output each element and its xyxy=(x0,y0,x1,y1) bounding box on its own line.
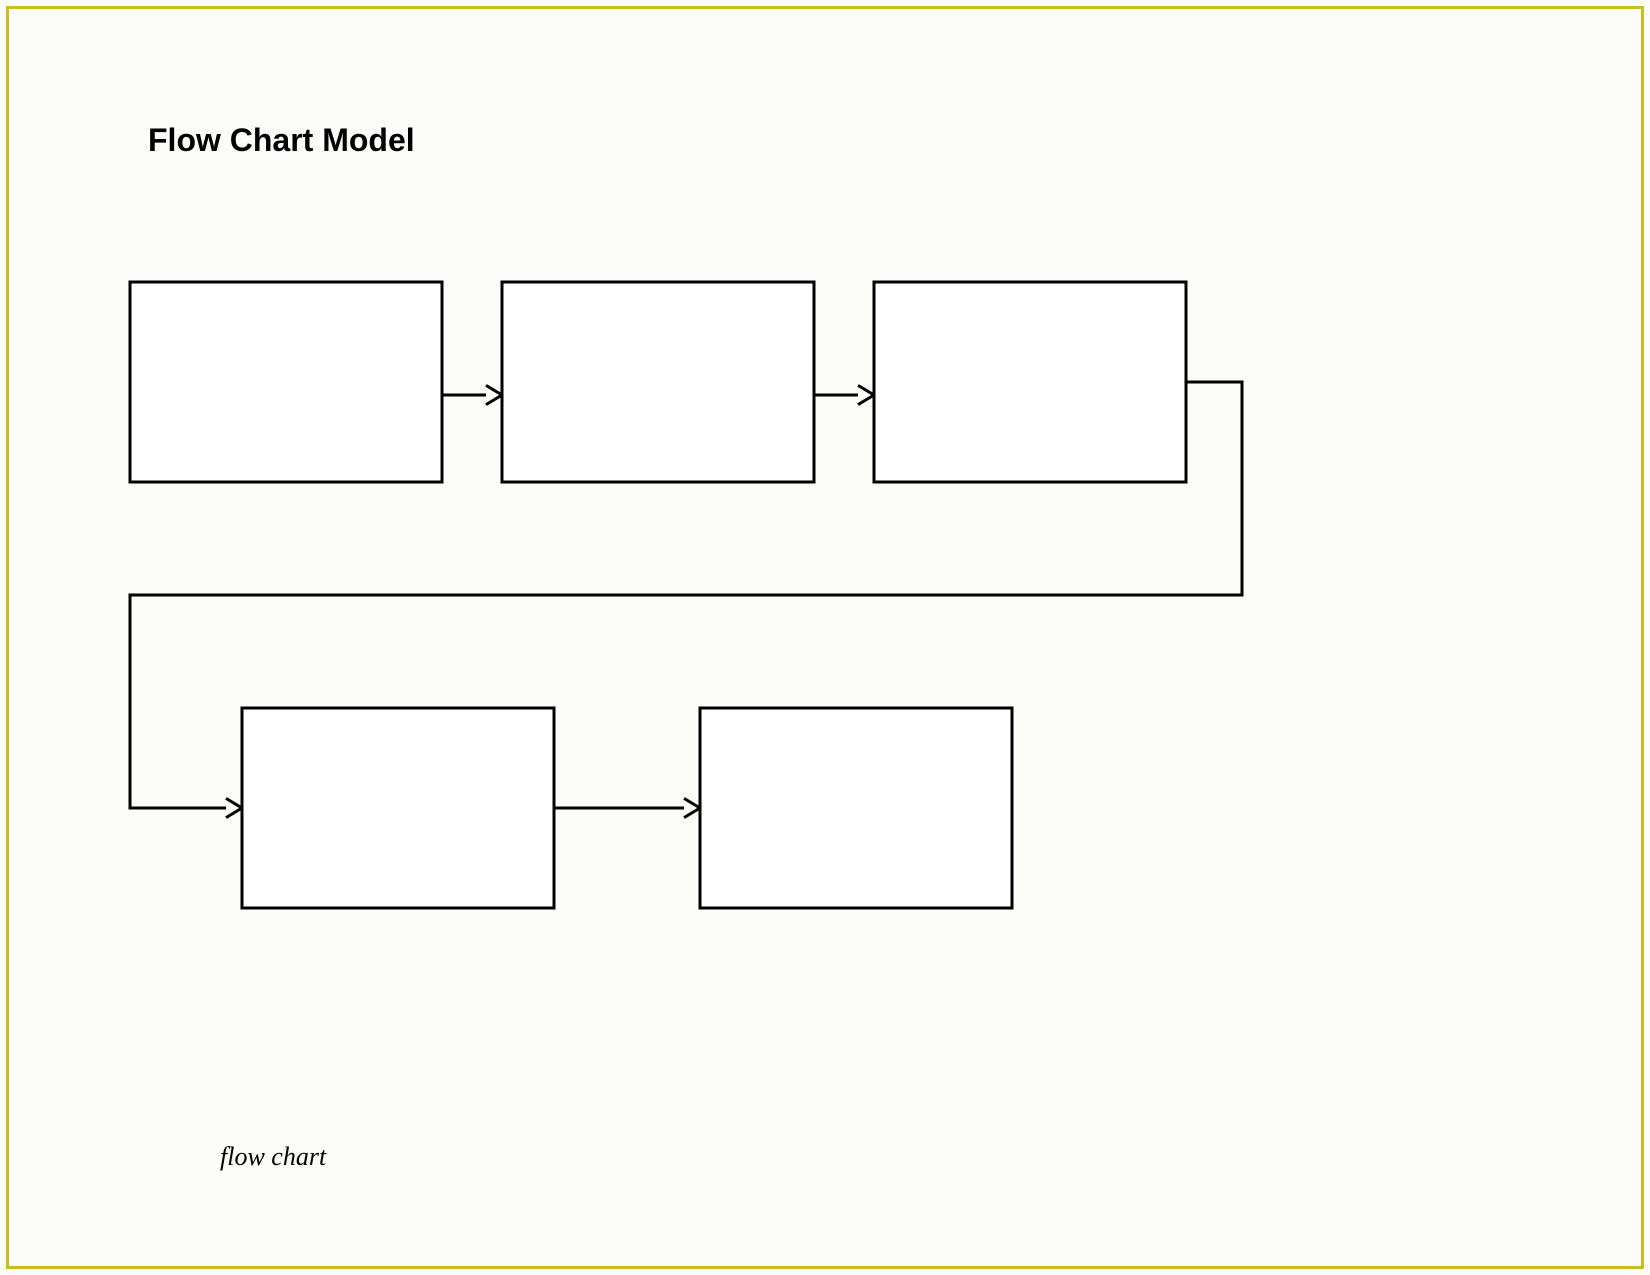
arrow-head-icon xyxy=(226,798,242,817)
page-canvas: Flow Chart Model flow chart xyxy=(0,0,1650,1275)
flow-node xyxy=(130,282,442,482)
arrow-head-icon xyxy=(684,798,700,817)
flow-node xyxy=(242,708,554,908)
arrow-head-icon xyxy=(858,385,874,404)
flow-node xyxy=(700,708,1012,908)
arrow-head-icon xyxy=(486,385,502,404)
flowchart xyxy=(0,0,1650,1275)
flow-node xyxy=(502,282,814,482)
caption-label: flow chart xyxy=(220,1142,326,1172)
flow-node xyxy=(874,282,1186,482)
